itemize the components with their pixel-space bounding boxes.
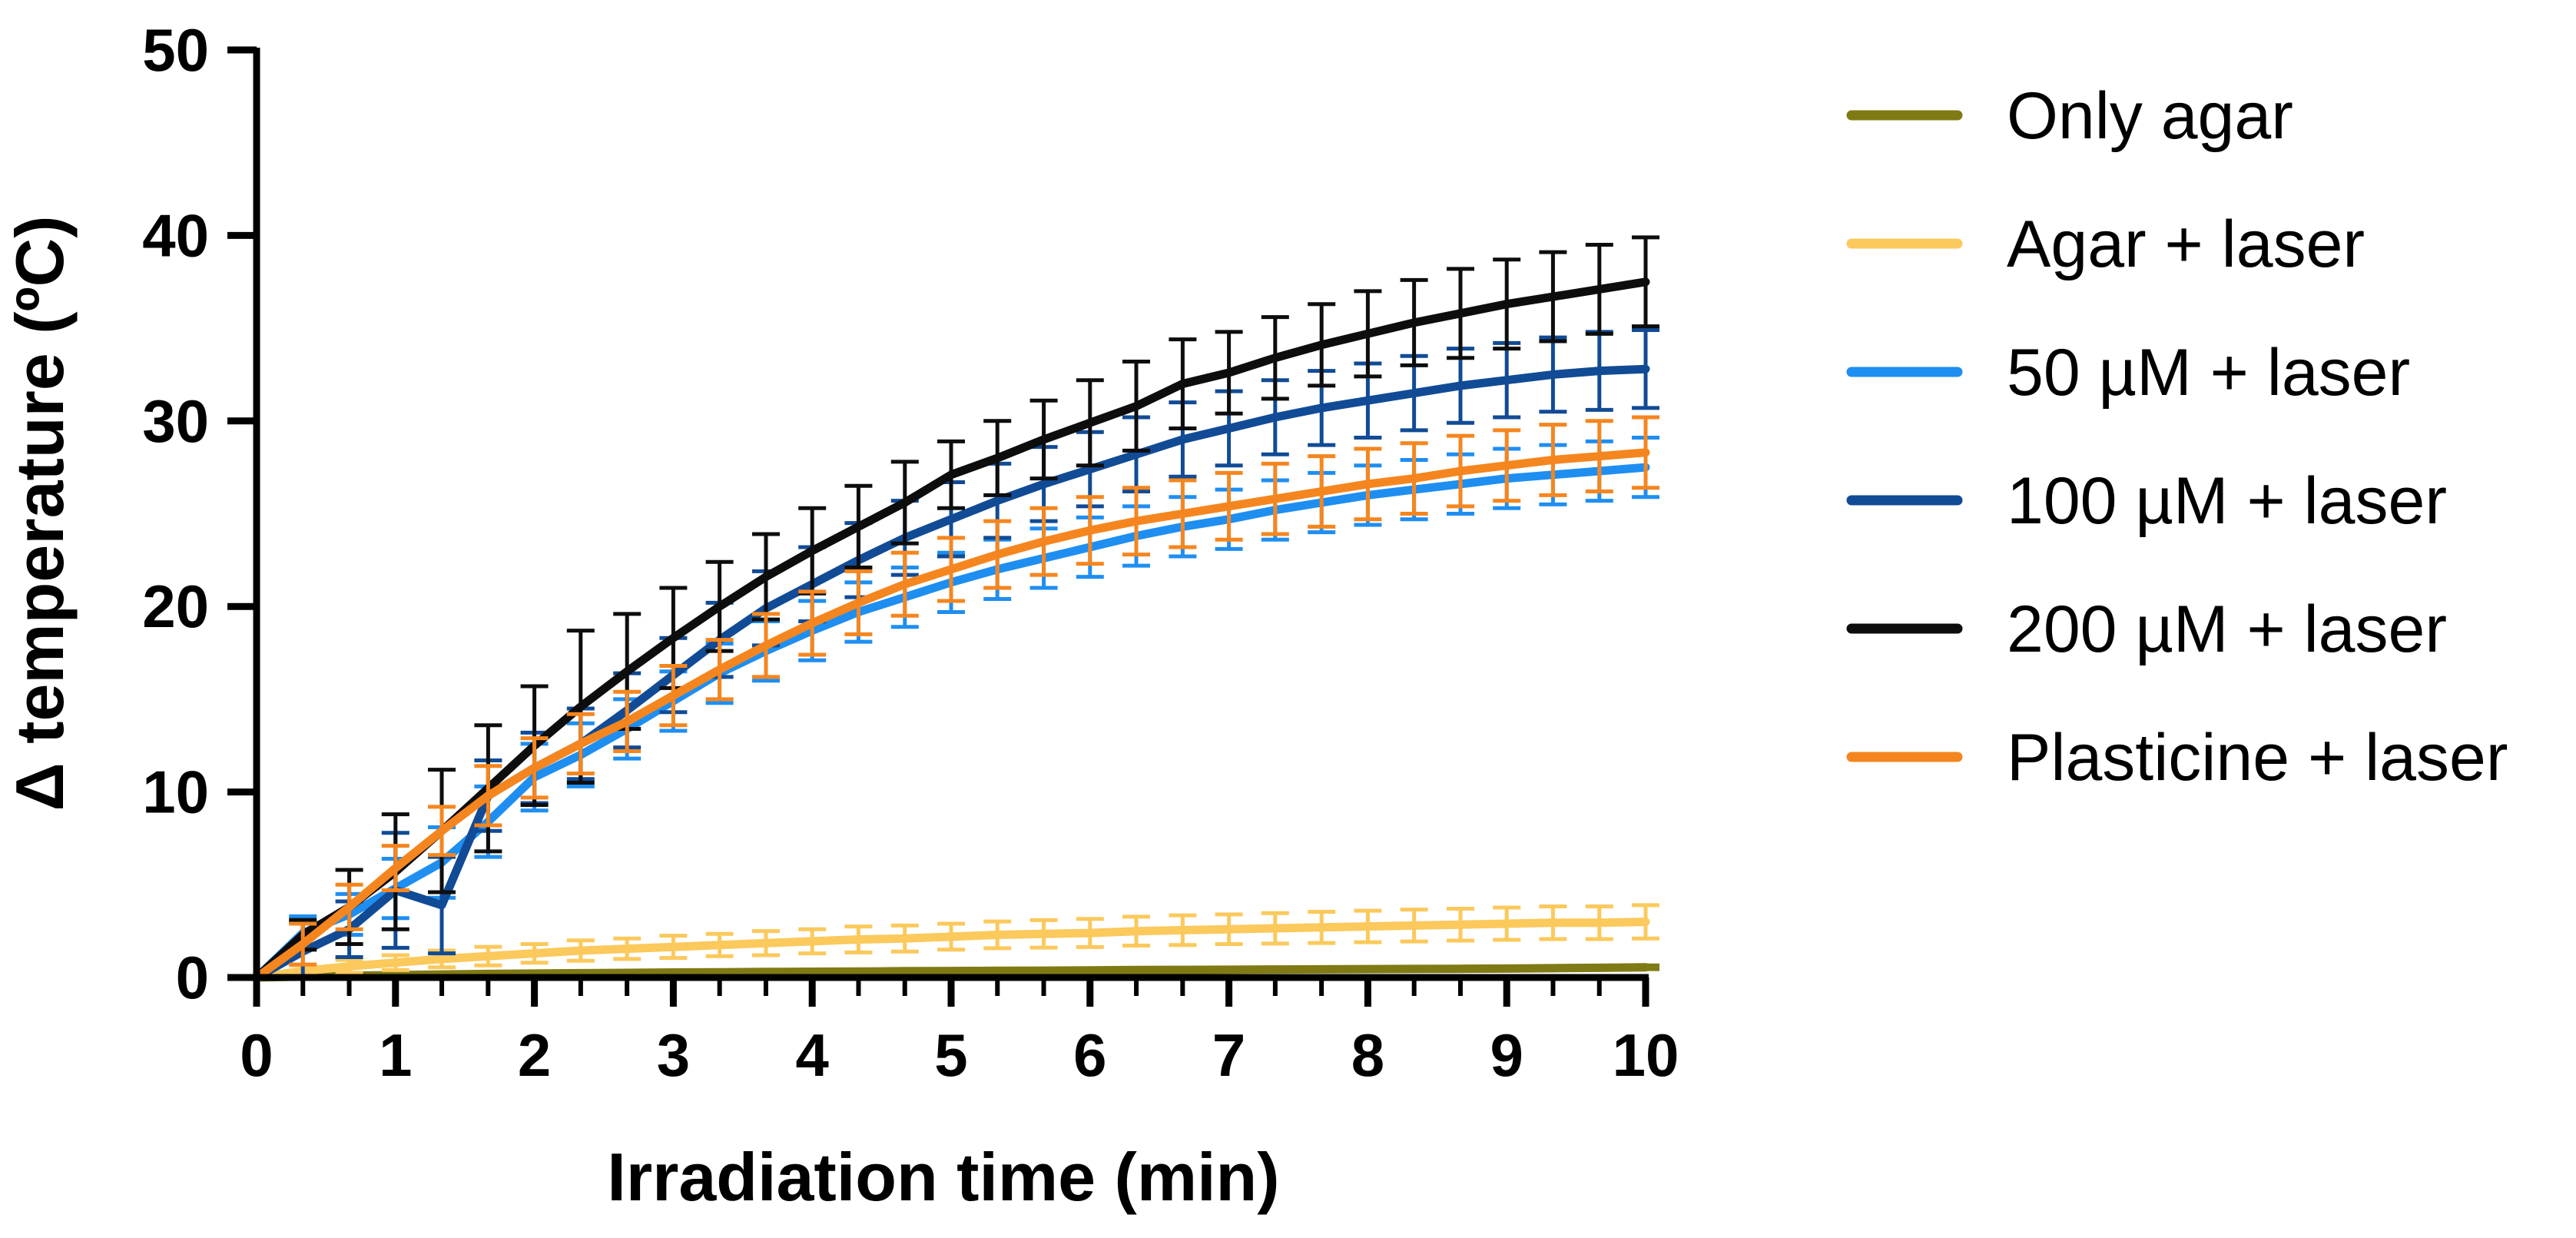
- x-tick-label: 1: [379, 1021, 412, 1089]
- y-tick-label: 50: [142, 16, 209, 84]
- x-tick-label: 3: [657, 1021, 690, 1089]
- x-tick-label: 2: [518, 1021, 551, 1089]
- legend-label: 100 µM + laser: [2007, 464, 2447, 538]
- legend: Only agar Agar + laser 50 µM + laser 100 µM…: [1846, 79, 2508, 795]
- y-tick-label: 40: [142, 201, 209, 269]
- axes: 0 1 2 3 4 5 6 7 8 9 10 0 10 20 30 40 50: [142, 16, 1679, 1089]
- y-tick-label: 20: [142, 573, 209, 640]
- x-tick-label: 8: [1351, 1021, 1384, 1089]
- x-tick-label: 6: [1073, 1021, 1106, 1089]
- legend-item: Agar + laser: [1846, 207, 2365, 281]
- series-5: [252, 415, 1659, 982]
- x-tick-label: 7: [1212, 1021, 1245, 1089]
- series-4: [252, 235, 1659, 982]
- series-line: [252, 918, 1650, 982]
- legend-item: Plasticine + laser: [1846, 721, 2508, 795]
- x-tick-label: 10: [1613, 1021, 1679, 1089]
- legend-label: 50 µM + laser: [2007, 336, 2410, 410]
- x-axis-title: Irradiation time (min): [607, 1139, 1279, 1215]
- legend-item: 50 µM + laser: [1846, 336, 2410, 410]
- x-tick-label: 5: [934, 1021, 967, 1089]
- y-tick-label: 30: [142, 387, 209, 455]
- legend-label: 200 µM + laser: [2007, 592, 2447, 666]
- legend-item: 100 µM + laser: [1846, 464, 2447, 538]
- series-1: [252, 903, 1659, 982]
- x-tick-label: 0: [240, 1021, 273, 1089]
- y-axis-title: Δ temperature (ºC): [2, 215, 78, 811]
- y-tick-label: 0: [176, 944, 209, 1011]
- x-tick-label: 4: [796, 1021, 829, 1089]
- series-3: [252, 328, 1659, 982]
- y-tick-label: 10: [142, 758, 209, 826]
- series-line: [252, 448, 1650, 982]
- plot-area: [252, 235, 1659, 982]
- legend-label: Plasticine + laser: [2007, 721, 2508, 795]
- legend-label: Agar + laser: [2007, 207, 2365, 281]
- legend-item: Only agar: [1846, 79, 2293, 153]
- series-line: [252, 963, 1650, 982]
- x-tick-label: 9: [1490, 1021, 1523, 1089]
- legend-label: Only agar: [2007, 79, 2293, 153]
- legend-item: 200 µM + laser: [1846, 592, 2447, 666]
